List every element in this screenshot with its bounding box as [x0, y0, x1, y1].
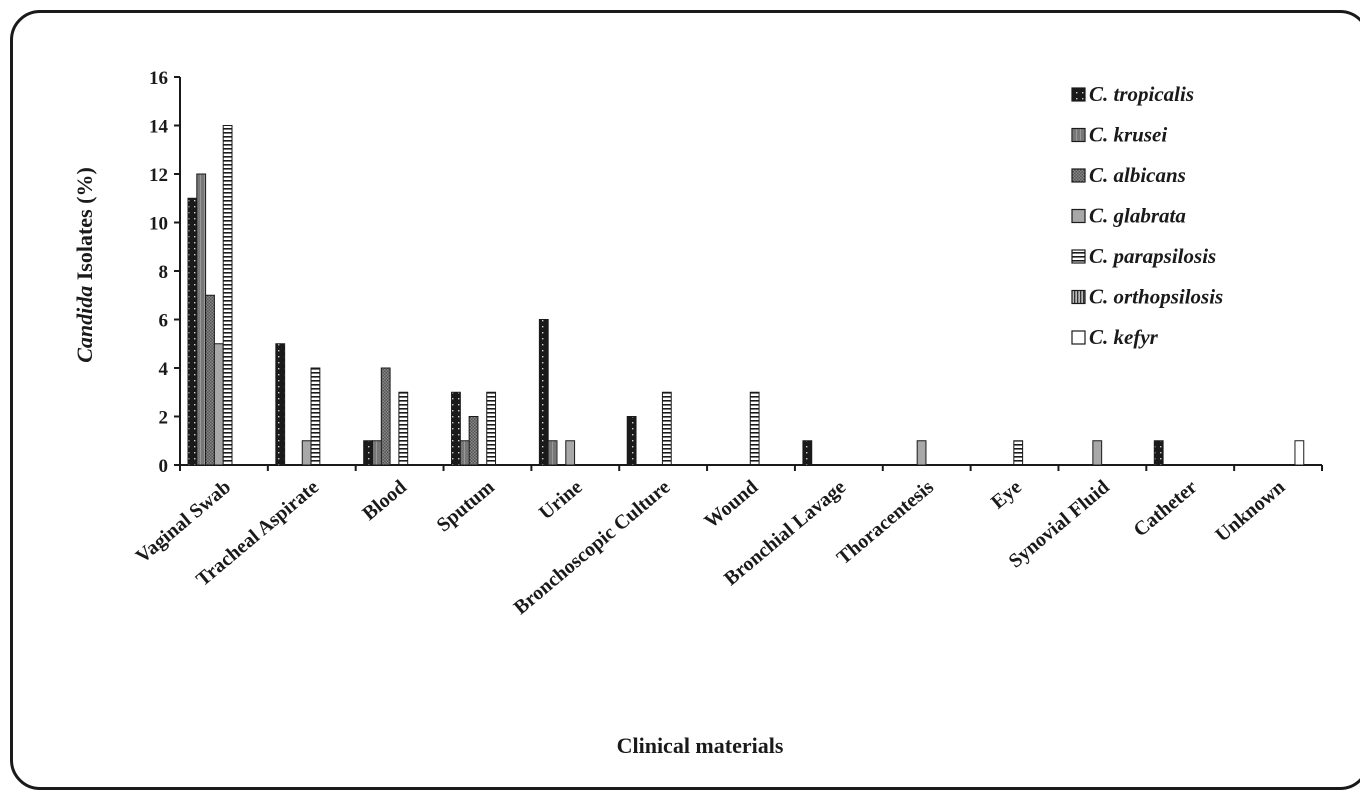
legend-swatch — [1072, 331, 1085, 344]
legend-swatch — [1072, 129, 1085, 142]
bar — [381, 368, 390, 465]
legend-label: C. tropicalis — [1089, 82, 1194, 106]
bar — [803, 441, 812, 465]
y-tick-label: 6 — [159, 311, 169, 332]
bar — [539, 320, 548, 466]
y-tick-label: 4 — [159, 359, 169, 380]
category-label: Eye — [987, 476, 1026, 514]
bar — [364, 441, 373, 465]
category-label: Wound — [700, 476, 762, 533]
bar — [750, 392, 759, 465]
category-label: Blood — [358, 476, 410, 525]
y-tick-label: 8 — [159, 262, 169, 283]
bar — [452, 392, 461, 465]
y-tick-label: 0 — [159, 456, 169, 477]
bar — [1093, 441, 1102, 465]
bar — [188, 198, 197, 465]
category-label: Urine — [535, 476, 587, 524]
y-ticks: 0 2 4 6 8 10 12 14 16 — [149, 68, 180, 477]
legend-swatch — [1072, 169, 1085, 182]
y-tick-label: 16 — [149, 68, 168, 89]
bar — [223, 126, 232, 466]
legend: C. tropicalis C. krusei C. albicans C. glab… — [1072, 82, 1223, 349]
legend-label: C. albicans — [1089, 163, 1186, 187]
bar — [627, 417, 636, 466]
category-label: Unknown — [1211, 476, 1289, 546]
bar — [460, 441, 469, 465]
y-tick-label: 10 — [149, 214, 168, 235]
bar — [206, 295, 215, 465]
bar — [372, 441, 381, 465]
y-tick-label: 14 — [149, 117, 169, 138]
bar — [197, 174, 206, 465]
category-label: Thoracentesis — [833, 476, 938, 569]
bar — [214, 344, 223, 465]
category-label: Sputum — [433, 476, 499, 537]
legend-swatch — [1072, 250, 1085, 263]
category-label: Catheter — [1129, 476, 1201, 541]
legend-label: C. parapsilosis — [1089, 244, 1216, 268]
bar — [1295, 441, 1304, 465]
y-tick-label: 12 — [149, 165, 168, 186]
legend-swatch — [1072, 88, 1085, 101]
bar — [662, 392, 671, 465]
bar — [566, 441, 575, 465]
legend-label: C. orthopsilosis — [1089, 285, 1223, 309]
y-axis-title: Candida Isolates (%) — [72, 167, 97, 363]
legend-label: C. krusei — [1089, 123, 1167, 147]
legend-swatch — [1072, 210, 1085, 223]
category-label: Bronchoscopic Culture — [510, 476, 675, 619]
legend-swatch — [1072, 291, 1085, 304]
bar — [487, 392, 496, 465]
x-axis-title: Clinical materials — [617, 733, 784, 758]
y-tick-label: 2 — [159, 408, 169, 429]
bar — [1014, 441, 1023, 465]
bar — [548, 441, 557, 465]
bar — [469, 417, 478, 466]
bar — [917, 441, 926, 465]
bar — [276, 344, 285, 465]
legend-label: C. kefyr — [1089, 325, 1159, 349]
bar — [302, 441, 311, 465]
legend-label: C. glabrata — [1089, 204, 1186, 228]
bar — [1154, 441, 1163, 465]
bar — [399, 392, 408, 465]
bar — [311, 368, 320, 465]
